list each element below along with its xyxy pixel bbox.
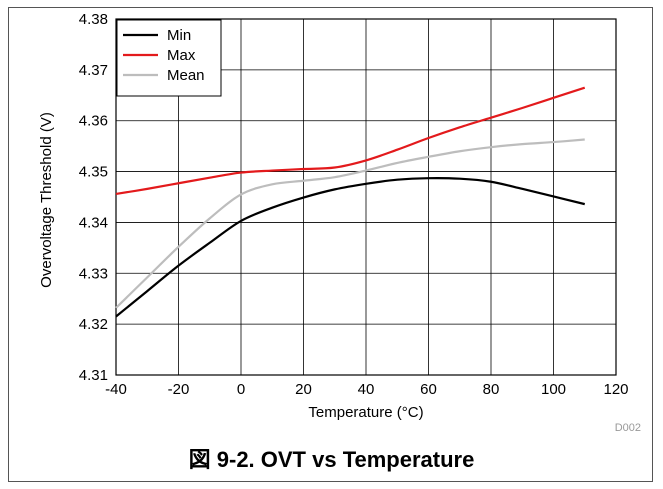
y-axis-label: Overvoltage Threshold (V) bbox=[38, 112, 55, 288]
x-tick-label: 80 bbox=[483, 381, 500, 398]
legend-label-mean: Mean bbox=[167, 67, 205, 84]
x-tick-label: -20 bbox=[168, 381, 190, 398]
series-line-max bbox=[115, 86, 586, 196]
legend-label-max: Max bbox=[167, 47, 196, 64]
x-tick-label: 100 bbox=[541, 381, 566, 398]
figure-frame bbox=[8, 7, 653, 482]
legend: Min Max Mean bbox=[116, 19, 222, 97]
x-tick-label: 20 bbox=[295, 381, 312, 398]
y-tick-label: 4.38 bbox=[79, 11, 108, 28]
y-tick-label: 4.32 bbox=[79, 316, 108, 333]
y-tick-label: 4.35 bbox=[79, 164, 108, 181]
y-tick-label: 4.33 bbox=[79, 265, 108, 282]
x-tick-label: 40 bbox=[358, 381, 375, 398]
y-tick-label: 4.36 bbox=[79, 113, 108, 130]
x-tick-label: -40 bbox=[105, 381, 127, 398]
y-tick-label: 4.34 bbox=[79, 214, 108, 231]
y-tick-label: 4.37 bbox=[79, 62, 108, 79]
y-tick-label: 4.31 bbox=[79, 367, 108, 384]
figure-caption: 図 9-2. OVT vs Temperature bbox=[188, 447, 475, 472]
x-tick-label: 120 bbox=[603, 381, 628, 398]
x-tick-label: 0 bbox=[237, 381, 245, 398]
figure-code: D002 bbox=[615, 422, 641, 434]
legend-box bbox=[116, 19, 222, 97]
x-tick-label: 60 bbox=[420, 381, 437, 398]
axes: -40 -20 0 20 40 60 80 100 120 4.31 4.32 4.33 4.34 4.3… bbox=[79, 11, 629, 398]
plot-area bbox=[115, 18, 617, 376]
legend-label-min: Min bbox=[167, 27, 191, 44]
series-line-min bbox=[115, 177, 586, 318]
series-line-mean bbox=[115, 138, 585, 309]
x-axis-label: Temperature (°C) bbox=[308, 404, 423, 421]
series-lines bbox=[115, 86, 586, 318]
